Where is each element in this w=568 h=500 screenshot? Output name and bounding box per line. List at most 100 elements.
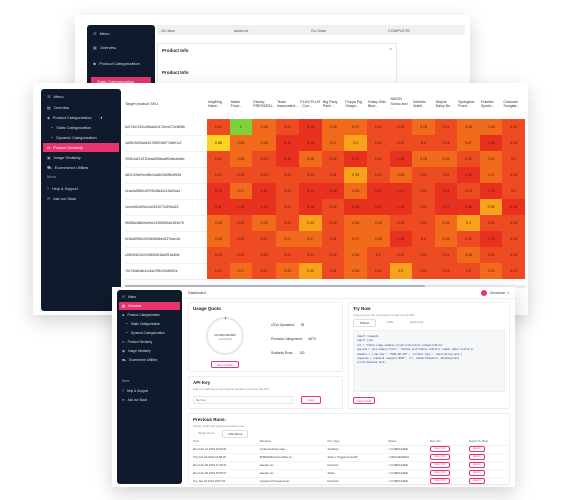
close-icon[interactable]: × [389, 47, 392, 53]
back-header-row: Go face adam.io Go Data COMPLETE [157, 25, 465, 35]
heatmap-cell: 0.17 [252, 183, 277, 199]
api-key-field[interactable]: No Key [193, 396, 293, 404]
heatmap-cell: 0.33 [299, 215, 322, 231]
horizontal-scrollbar[interactable] [125, 285, 525, 288]
tab-single-runs[interactable]: Single Runs [198, 431, 215, 435]
export-button[interactable]: Export [469, 462, 485, 468]
runs-cell-status: ● COMPLETED [388, 477, 430, 485]
sidebar-item-label: Ecommerce Utilities [129, 358, 158, 362]
back-sidebar-item-overview[interactable]: ▦ Overview [93, 45, 117, 50]
heatmap-row-header: Target product SKU [125, 102, 159, 106]
sidebar-item-overview[interactable]: ▦ Overview [47, 103, 69, 112]
heatmap-cell: 0.21 [299, 247, 322, 263]
view-csv-button[interactable]: View CSV [430, 478, 450, 484]
export-button[interactable]: Export [469, 446, 485, 452]
table-row: Thu Feb 09 2023 16:58:20 80f9b3b5ba-Plus-… [193, 453, 507, 461]
heatmap-cell: 0.21 [252, 263, 277, 279]
heatmap-column-header: Franklin Sports... [480, 99, 495, 109]
sidebar-item-dynamic-categorization[interactable]: • Dynamic Categorization [51, 133, 97, 142]
code-line: payload = json.dumps({"text": "Adidas pe… [357, 348, 474, 352]
heatmap-cell: 0.26 [434, 231, 458, 247]
sidebar-item-help-support[interactable]: ? Help & Support [122, 387, 148, 395]
user-menu[interactable]: Sebastiaan ▾ [481, 290, 509, 296]
chevron-down-icon: ▾ [507, 291, 509, 295]
heatmap-cell: 0.26 [479, 151, 503, 167]
export-button[interactable]: Export [469, 478, 485, 484]
runs-cell-info: View CSV [430, 477, 469, 485]
heatmap-cell: 0.28 [412, 119, 435, 135]
heatmap-cell: 0.26 [412, 151, 435, 167]
sidebar-item-label: Dynamic Categorization [56, 135, 97, 140]
view-csv-button[interactable]: View CSV [430, 454, 450, 460]
sidebar-item-ecommerce-utilities[interactable]: ⛟ Ecommerce Utilities [122, 356, 157, 364]
heatmap-cell: 0.22 [276, 247, 300, 263]
chevron-down-icon: ▾ [100, 116, 103, 120]
sidebar-item-static-categorization[interactable]: • Static Categorization [51, 123, 91, 132]
heatmap-cell: 0.21 [321, 231, 345, 247]
runs-cell-text: sample.csv [259, 463, 274, 467]
heatmap-cell: 0.27 [229, 263, 253, 279]
export-button[interactable]: Export [469, 454, 485, 460]
sidebar-item-overview[interactable]: ▦ Overview [119, 302, 180, 310]
tab-curl[interactable]: cURL [386, 320, 394, 324]
sidebar-item-product-similarity[interactable]: ⇄ Product Similarity [43, 143, 119, 152]
sidebar-item-dynamic-categorization[interactable]: • Dynamic Categorization [126, 329, 165, 337]
runs-cell-text: Mon Feb 06 2023 15:56:07 [193, 471, 227, 475]
buy-credits-button[interactable]: Buy Credits [211, 361, 239, 368]
heatmap-cell: 0.22 [321, 247, 345, 263]
back-sidebar-item-static[interactable]: Static Categorization [91, 77, 151, 85]
sidebar-item-product-categorization[interactable]: ◆ Product Categorization ▾ [47, 113, 102, 122]
menu-label: ☰ Menu [47, 94, 64, 99]
heatmap-cell: 0.19 [366, 183, 390, 199]
copy-key-button[interactable]: Copy [301, 396, 321, 404]
view-csv-button[interactable]: View CSV [430, 470, 450, 476]
runs-cell-export: Export [469, 469, 507, 477]
heatmap-cell: 0.26 [207, 231, 230, 247]
sidebar-item-ecommerce-utilities[interactable]: ⛟ Ecommerce Utilities [47, 163, 88, 172]
view-csv-button[interactable]: View CSV [430, 446, 450, 452]
copy-code-button[interactable]: Copy Code [353, 397, 375, 404]
topbar-divider [184, 298, 515, 299]
heatmap-cell: 0.28 [344, 247, 367, 263]
heatmap-cell: 0.24 [434, 135, 458, 151]
runs-cell-time: Mon Feb 06 2023 17:28:21 [193, 461, 260, 469]
sidebar-item-label: Product Categorization [52, 115, 92, 120]
scrollbar-thumb[interactable] [125, 285, 425, 288]
runs-cell-text: 80f9b3b5ba-Plus-4ffbe.cs... [259, 455, 294, 459]
sidebar-item-image-similarity[interactable]: ▣ Image Similarity [122, 347, 151, 355]
link-icon: ⇄ [47, 145, 51, 150]
view-csv-button[interactable]: View CSV [430, 462, 450, 468]
runs-desc: History of all your previous product run… [193, 424, 245, 428]
try-now-card: Try Now Copy and run the code below to t… [348, 302, 510, 409]
runs-column-header: Export To Shop [469, 439, 489, 444]
back-header-cell: COMPLETE [388, 27, 411, 33]
sidebar-item-ask-our-slack[interactable]: ✉ Ask our Slack [47, 194, 76, 203]
sidebar-item-ask-our-slack[interactable]: ✉ Ask our Slack [122, 396, 147, 404]
sidebar-item-product-similarity[interactable]: ⇄ Product Similarity [122, 338, 152, 346]
tab-python[interactable]: Python [353, 319, 377, 327]
cart-icon: ⛟ [47, 164, 52, 170]
heatmap-cell: 0.26 [252, 135, 277, 151]
heatmap-row-sku: c39b3b621b2e4060b815ad0f16e4fde [125, 247, 208, 264]
sidebar-item-product-categorization[interactable]: ◆ Product Categorization [122, 311, 160, 319]
back-sidebar-item-categorization[interactable]: ◆ Product Categorization [93, 61, 140, 66]
avatar [481, 290, 488, 296]
sidebar-item-help-support[interactable]: ? Help & Support [47, 184, 78, 193]
heatmap-cell: 0.18 [479, 135, 503, 151]
tab-csv-runs[interactable]: CSV Runs [222, 430, 249, 438]
help-icon: ? [47, 186, 50, 191]
sidebar-item-label: Ask our Slack [53, 196, 77, 201]
heatmap-cell: 0.24 [366, 135, 390, 151]
menu-icon: ☰ [93, 31, 97, 36]
heatmap-cell: 0.25 [276, 263, 300, 279]
export-button[interactable]: Export [469, 470, 485, 476]
runs-column-header: Run Type [327, 439, 340, 444]
tab-javascript[interactable]: Javascript [409, 320, 424, 324]
heatmap-cell: 0.13 [299, 183, 322, 199]
sidebar-item-static-categorization[interactable]: • Static Categorization [126, 320, 160, 328]
heatmap-cell: 0.24 [252, 247, 277, 263]
heatmap-cell: 0.22 [434, 167, 458, 183]
heatmap-cell: 0.28 [229, 135, 253, 151]
sidebar-item-image-similarity[interactable]: ▣ Image Similarity [47, 153, 81, 162]
heatmap-table: Target product SKU Ishyllilng Natur... Ita… [125, 89, 525, 280]
